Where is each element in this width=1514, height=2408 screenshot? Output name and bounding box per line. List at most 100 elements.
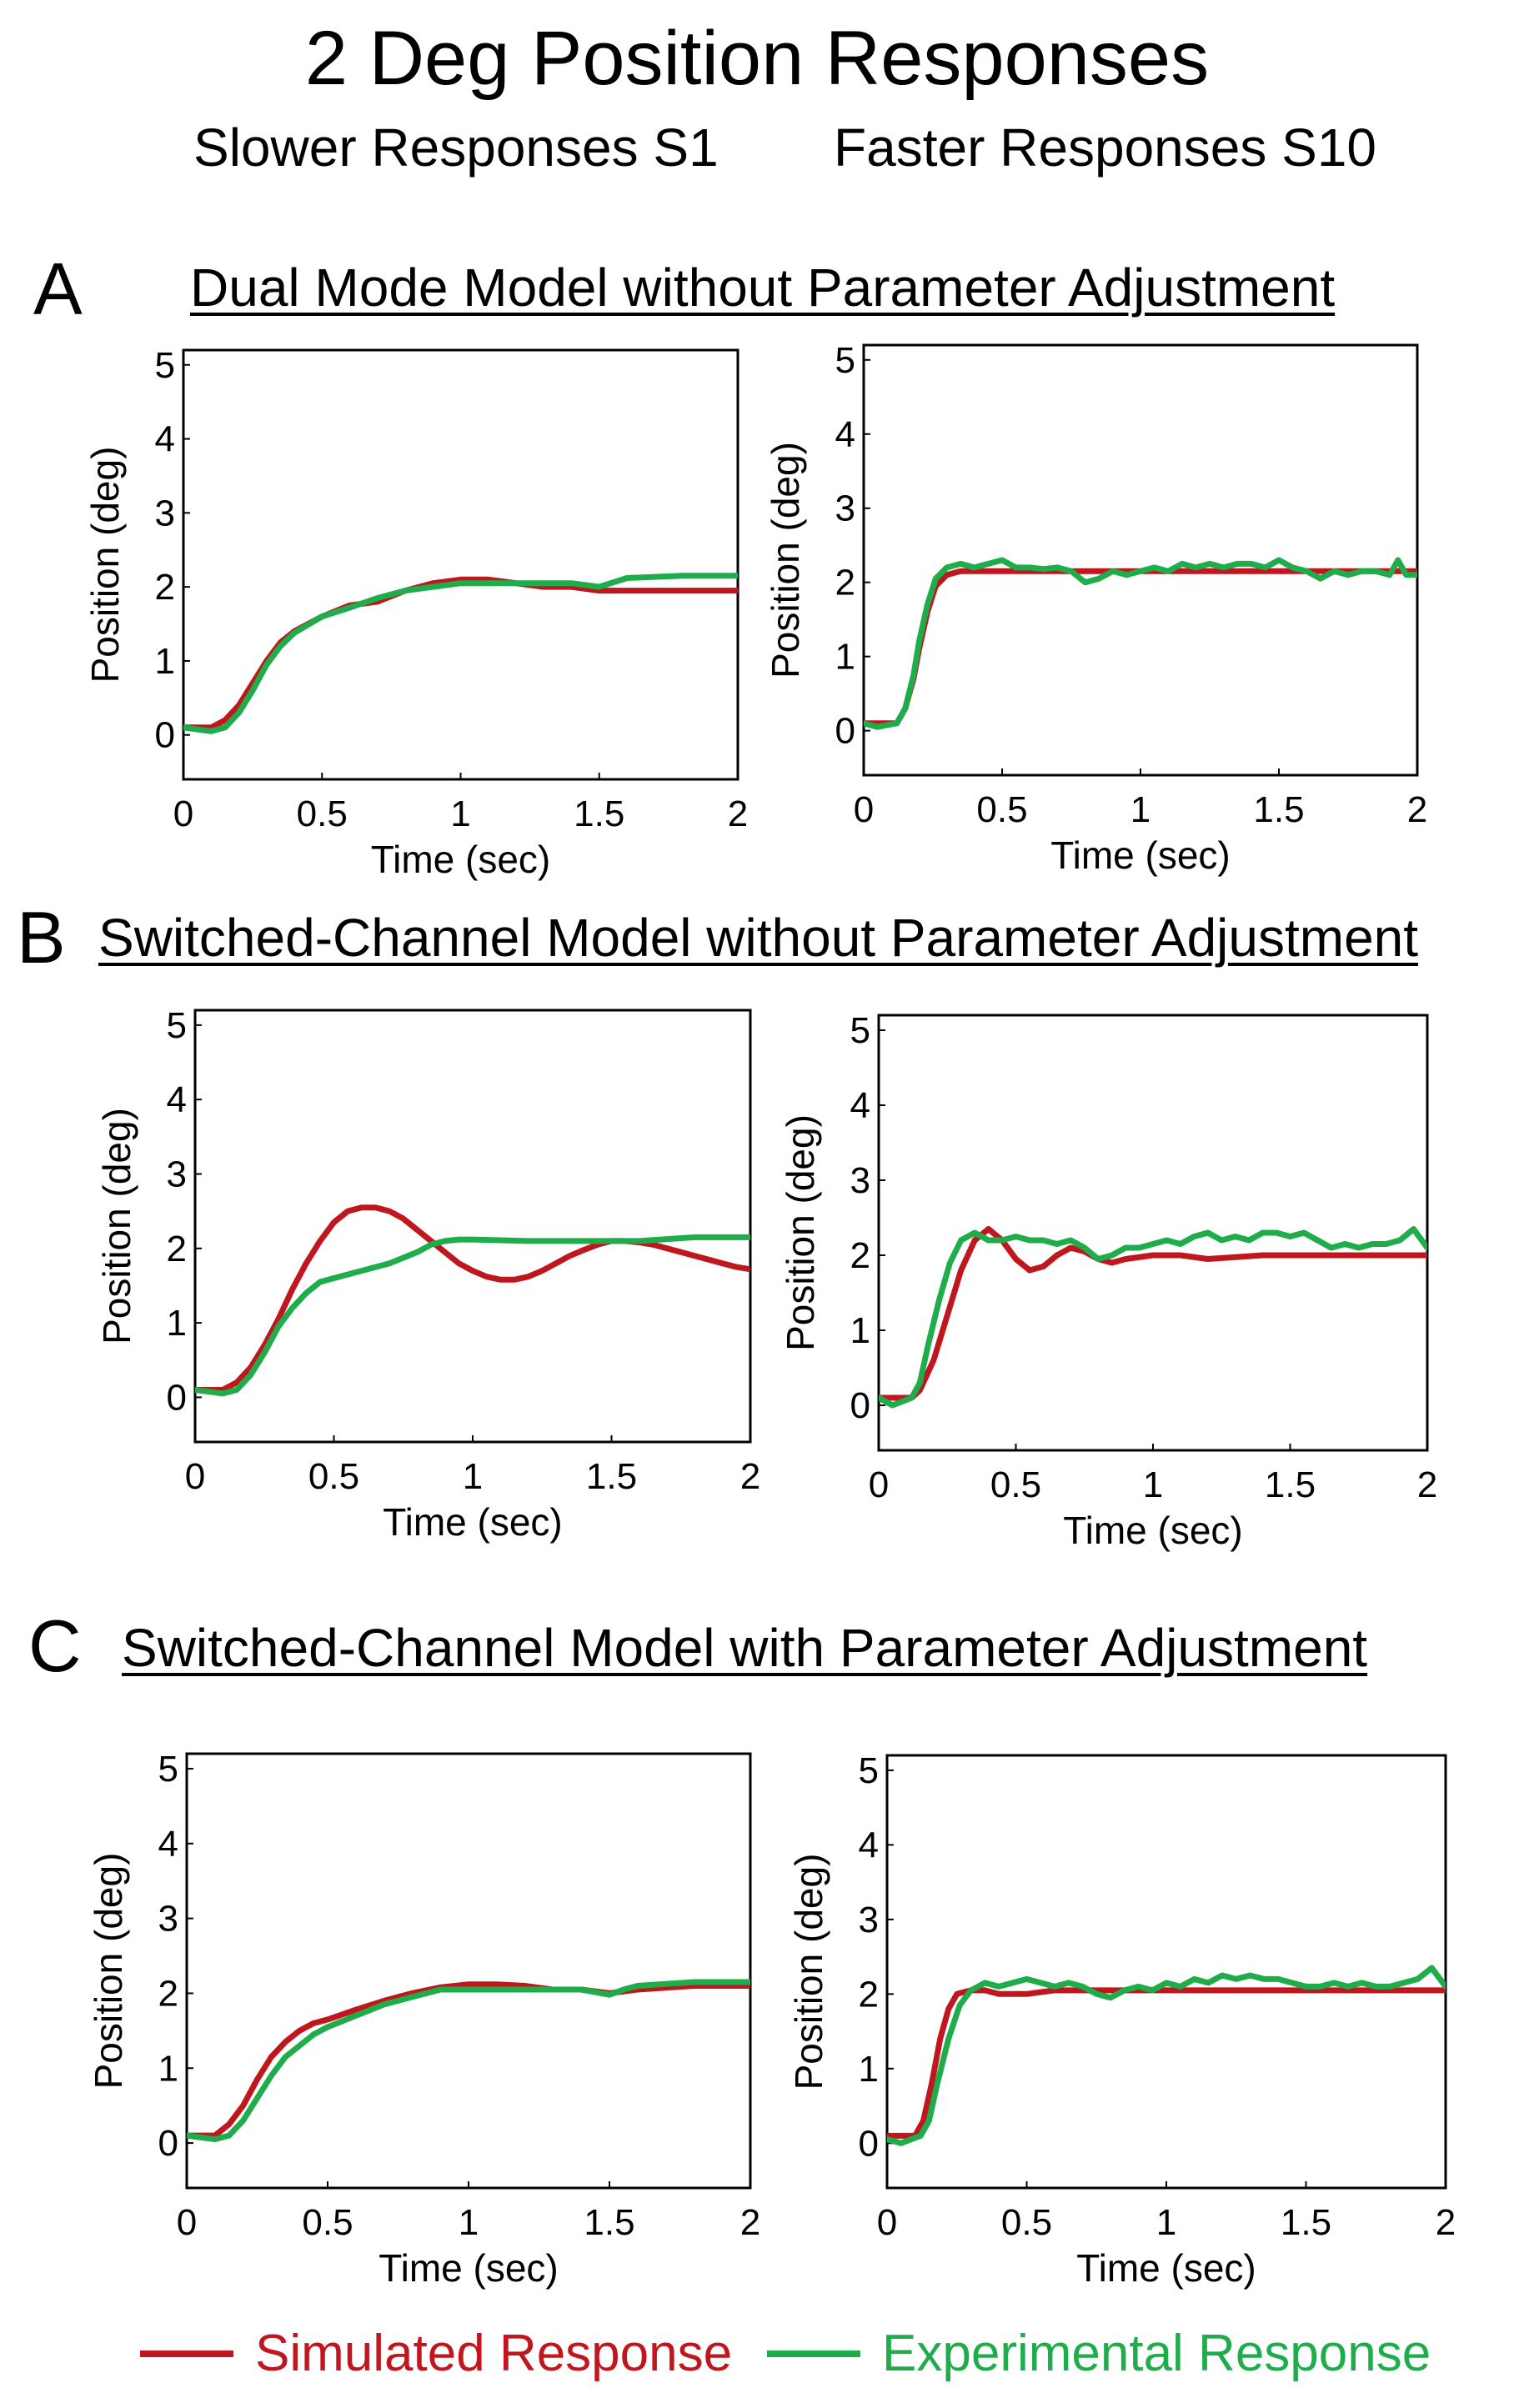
y-tick-label: 5 [167,1005,187,1046]
x-axis-label: Time (sec) [1076,2246,1256,2290]
plot-frame [182,348,739,781]
legend-experimental-swatch [767,2350,860,2357]
simulated-response-line [887,1987,1446,2139]
subtitle-faster: Faster Responses S10 [834,118,1376,178]
x-tick-label: 2 [740,1456,760,1497]
y-axis-label: Position (deg) [87,1853,130,2090]
y-tick-label: 2 [158,1973,178,2014]
y-tick-label: 5 [155,345,175,386]
y-tick-label: 4 [167,1079,187,1120]
plot-frame [877,1014,1429,1452]
simulated-response-line [864,568,1417,727]
x-tick-label: 0.5 [976,789,1027,830]
y-tick-label: 3 [167,1154,187,1194]
y-tick-label: 4 [835,414,855,455]
x-tick-label: 0 [173,793,193,834]
y-tick-label: 2 [859,1974,879,2015]
x-tick-label: 0 [877,2202,897,2243]
section-b-title: Switched-Channel Model without Parameter… [98,908,1419,968]
legend-experimental: Experimental Response [767,2324,1431,2383]
x-tick-label: 2 [740,2202,760,2243]
y-axis-label: Position (deg) [787,1854,830,2090]
x-tick-label: 1 [1130,789,1151,830]
plot-frame [885,1754,1447,2190]
x-tick-label: 1.5 [1265,1464,1316,1505]
y-tick-label: 1 [859,2049,879,2090]
x-tick-label: 0 [869,1464,889,1505]
y-tick-label: 5 [835,340,855,381]
plot-frame [862,343,1419,777]
y-tick-label: 4 [859,1825,879,1865]
x-axis-label: Time (sec) [378,2246,559,2290]
simulated-response-line [195,1204,750,1393]
y-tick-label: 0 [835,711,855,752]
subtitle-slower: Slower Responses S1 [193,118,719,178]
y-tick-label: 3 [158,1899,178,1940]
y-tick-label: 2 [155,567,175,608]
figure-title: 2 Deg Position Responses [304,16,1210,101]
x-tick-label: 1 [463,1456,483,1497]
experimental-response-line [195,1234,750,1397]
x-tick-label: 2 [1417,1464,1437,1505]
y-axis-label: Position (deg) [83,447,127,683]
x-axis-label: Time (sec) [371,838,551,881]
x-axis-label: Time (sec) [383,1500,563,1544]
x-tick-label: 1 [1156,2202,1176,2243]
y-tick-label: 4 [155,419,175,460]
y-tick-label: 1 [167,1303,187,1344]
x-tick-label: 0.5 [1001,2202,1052,2243]
y-axis-label: Position (deg) [95,1108,138,1344]
y-tick-label: 3 [835,488,855,529]
y-tick-label: 5 [158,1749,178,1790]
y-tick-label: 0 [850,1385,870,1426]
x-tick-label: 2 [1436,2202,1456,2243]
x-tick-label: 0.5 [302,2202,353,2243]
y-tick-label: 3 [155,493,175,533]
experimental-response-line [187,1979,750,2143]
y-tick-label: 4 [850,1085,870,1126]
x-tick-label: 2 [728,793,748,834]
y-tick-label: 2 [850,1235,870,1276]
x-tick-label: 1 [1143,1464,1163,1505]
plot-frame [185,1752,752,2190]
x-tick-label: 0.5 [308,1456,359,1497]
x-tick-label: 1.5 [584,2202,634,2243]
y-tick-label: 2 [835,563,855,603]
legend-simulated: Simulated Response [140,2324,732,2383]
simulated-response-line [187,1981,750,2139]
x-axis-label: Time (sec) [1063,1509,1243,1552]
x-tick-label: 1.5 [1281,2202,1331,2243]
legend-simulated-label: Simulated Response [255,2325,733,2382]
y-axis-label: Position (deg) [779,1114,822,1351]
section-a-letter: A [33,248,83,330]
experimental-response-line [879,1226,1427,1409]
experimental-response-line [183,573,738,734]
y-tick-label: 2 [167,1229,187,1269]
y-tick-label: 3 [850,1160,870,1201]
x-tick-label: 1 [459,2202,479,2243]
section-c-title: Switched-Channel Model with Parameter Ad… [122,1618,1368,1678]
experimental-response-line [887,1965,1446,2146]
y-tick-label: 4 [158,1824,178,1865]
y-tick-label: 0 [167,1377,187,1418]
section-b-letter: B [17,896,66,979]
x-tick-label: 1.5 [1253,789,1304,830]
y-tick-label: 0 [859,2123,879,2164]
y-tick-label: 3 [859,1900,879,1940]
y-tick-label: 1 [155,641,175,682]
plot-frame [193,1009,752,1444]
x-axis-label: Time (sec) [1050,834,1231,877]
x-tick-label: 0.5 [990,1464,1041,1505]
x-tick-label: 1 [450,793,470,834]
x-tick-label: 0.5 [297,793,348,834]
section-c-letter: C [28,1604,82,1687]
legend-simulated-swatch [140,2350,233,2357]
x-tick-label: 1.5 [574,793,624,834]
x-tick-label: 2 [1407,789,1427,830]
